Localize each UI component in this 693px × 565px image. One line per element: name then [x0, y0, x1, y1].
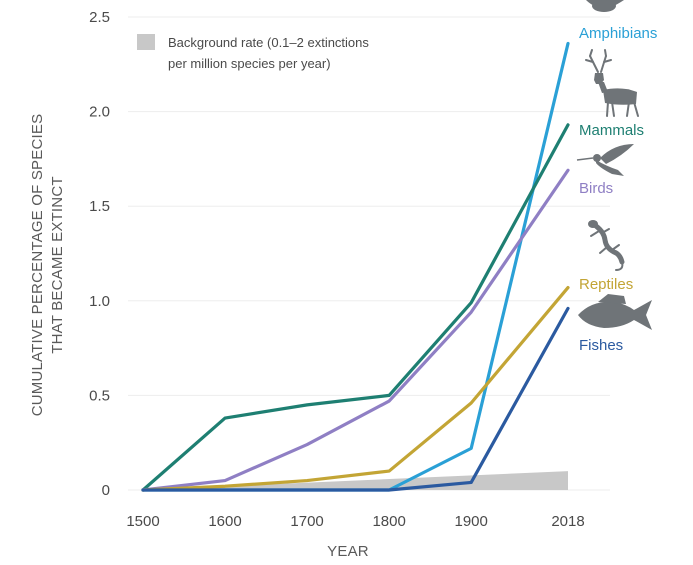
y-axis-title-line-1: CUMULATIVE PERCENTAGE OF SPECIES [29, 114, 46, 417]
legend-swatch-background-rate [137, 34, 155, 50]
y-tick-label: 0 [102, 482, 110, 499]
background-rate-band [143, 471, 568, 490]
series-label-birds: Birds [579, 180, 613, 197]
series-line-reptiles [141, 285, 570, 492]
y-tick-label: 1.0 [89, 293, 110, 310]
fish-icon [578, 294, 652, 330]
hummingbird-icon [576, 144, 634, 176]
x-tick-labels: 1500 1600 1700 1800 1900 2018 [126, 513, 584, 530]
series-line-mammals [141, 123, 570, 492]
x-tick-label: 1700 [290, 513, 323, 530]
x-tick-label: 1500 [126, 513, 159, 530]
background-rate-area [143, 471, 568, 490]
x-tick-label: 1800 [372, 513, 405, 530]
series-line-birds [141, 168, 570, 492]
x-tick-label: 2018 [551, 513, 584, 530]
series-line-fishes [141, 306, 570, 492]
series-label-amphibians: Amphibians [579, 25, 657, 42]
x-tick-label: 1900 [454, 513, 487, 530]
y-tick-label: 1.5 [89, 198, 110, 215]
series-lines [141, 41, 570, 492]
y-tick-label: 0.5 [89, 387, 110, 404]
x-axis-title: YEAR [327, 543, 369, 560]
lizard-icon [588, 220, 625, 271]
y-tick-label: 2.5 [89, 9, 110, 26]
legend-label-line-1: Background rate (0.1–2 extinctions [168, 35, 369, 50]
x-tick-label: 1600 [208, 513, 241, 530]
frog-icon [586, 0, 624, 12]
deer-icon [585, 49, 639, 117]
legend-label-line-2: per million species per year) [168, 56, 331, 71]
series-label-fishes: Fishes [579, 337, 623, 354]
y-tick-labels: 0 0.5 1.0 1.5 2.0 2.5 [89, 9, 110, 499]
series-label-reptiles: Reptiles [579, 276, 633, 293]
gridlines [128, 16, 610, 491]
y-axis-title-line-2: THAT BECAME EXTINCT [49, 176, 66, 353]
y-tick-label: 2.0 [89, 104, 110, 121]
series-label-mammals: Mammals [579, 122, 644, 139]
y-axis-title: CUMULATIVE PERCENTAGE OF SPECIES THAT BE… [29, 114, 66, 417]
